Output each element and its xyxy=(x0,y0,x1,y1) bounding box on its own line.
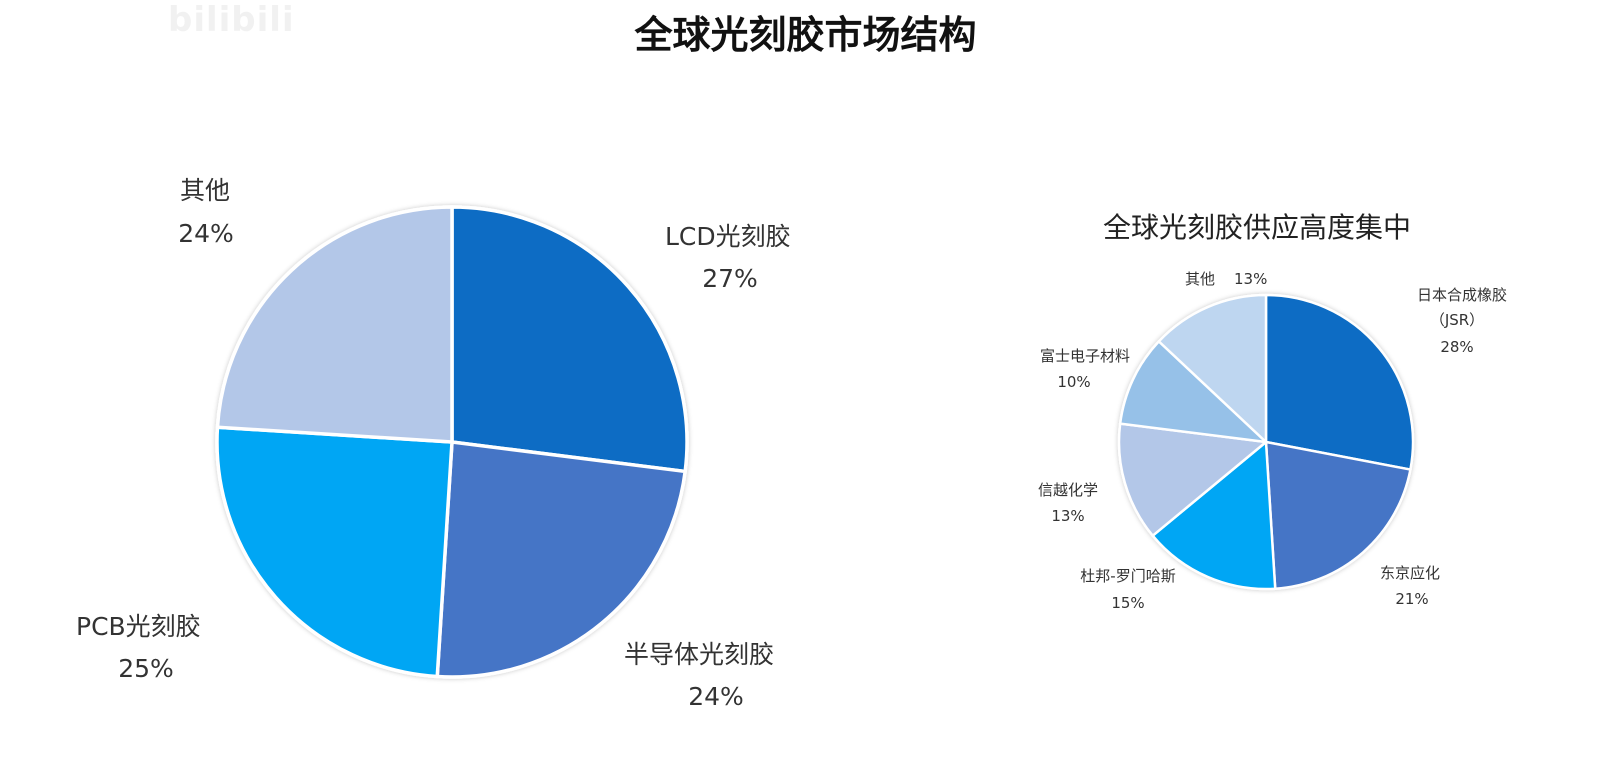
slice-label: 东京应化 xyxy=(1380,564,1440,582)
pie-slice-2 xyxy=(1264,440,1412,590)
slice-label: 信越化学 xyxy=(1038,481,1098,499)
slice-percent-label: 21% xyxy=(1395,590,1428,608)
pie-slice-1 xyxy=(450,205,689,474)
pie-slice-5 xyxy=(1118,340,1268,444)
watermark: bilibili xyxy=(168,0,295,40)
slice-label: 其他 xyxy=(1185,270,1215,288)
pie-slice-1 xyxy=(1264,293,1415,471)
page-title: 全球光刻胶市场结构 xyxy=(634,13,977,57)
slice-label: 半导体光刻胶 xyxy=(624,640,774,669)
slice-percent-label: 10% xyxy=(1057,373,1090,391)
slice-percent-label: 13% xyxy=(1051,507,1084,525)
pie-slice-2 xyxy=(435,440,687,679)
slice-label: （JSR） xyxy=(1430,311,1484,329)
slice-label: 日本合成橡胶 xyxy=(1417,286,1507,304)
pie-slice-3 xyxy=(215,425,454,679)
chart-title: 全球光刻胶供应高度集中 xyxy=(1103,211,1411,244)
slice-percent-label: 13% xyxy=(1234,270,1267,288)
pie-slice-4 xyxy=(215,205,454,444)
supplier-share-labels: 日本合成橡胶 （JSR） 28% 东京应化 21% 杜邦-罗门哈斯 15% 信越… xyxy=(1038,270,1507,612)
slice-percent-label: 24% xyxy=(688,682,744,711)
slice-label: 杜邦-罗门哈斯 xyxy=(1080,567,1175,585)
pie-slice-3 xyxy=(1151,440,1277,591)
market-structure-pie xyxy=(215,205,689,679)
pie-slice-4 xyxy=(1117,422,1268,537)
slice-label: 其他 xyxy=(180,176,230,205)
slice-label: PCB光刻胶 xyxy=(76,612,201,641)
slice-label: LCD光刻胶 xyxy=(665,222,791,251)
slice-percent-label: 15% xyxy=(1111,594,1144,612)
slice-percent-label: 25% xyxy=(118,654,174,683)
pie-slice-6 xyxy=(1157,293,1268,444)
slice-percent-label: 24% xyxy=(178,219,234,248)
slice-label: 富士电子材料 xyxy=(1040,347,1130,365)
market-structure-labels: LCD光刻胶 27% 半导体光刻胶 24% PCB光刻胶 25% 其他 24% xyxy=(76,176,791,711)
slice-percent-label: 28% xyxy=(1440,338,1473,356)
supplier-share-pie xyxy=(1117,293,1415,591)
slice-percent-label: 27% xyxy=(702,264,758,293)
